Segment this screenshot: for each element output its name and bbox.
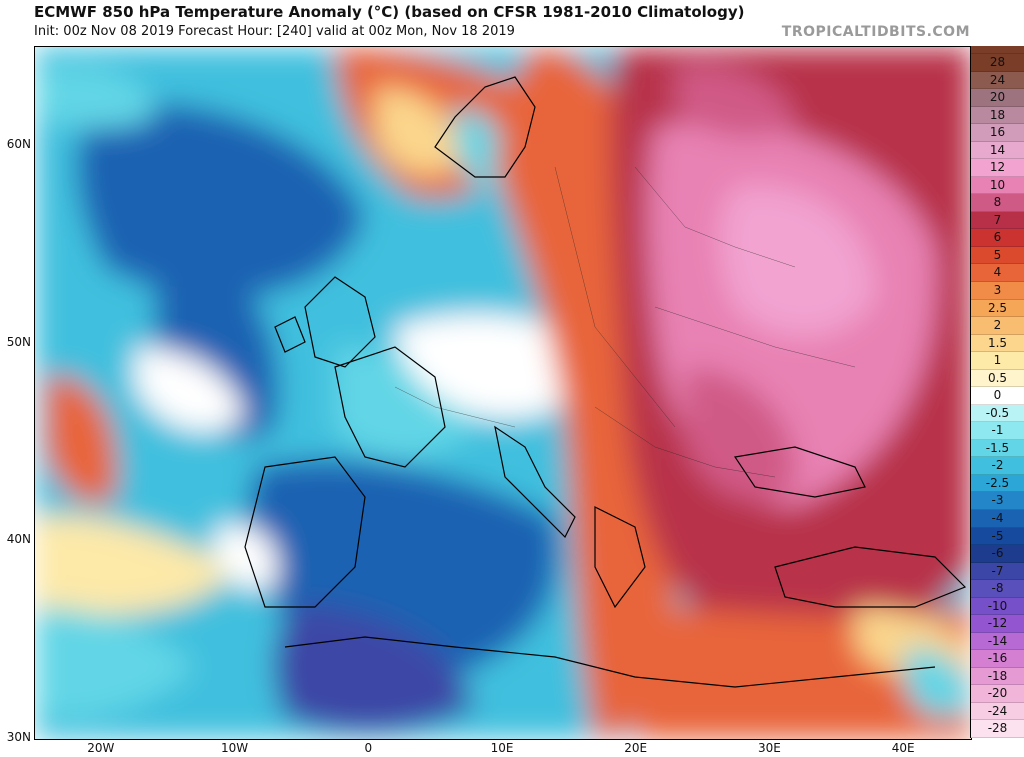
colorbar-label: -3 — [991, 493, 1004, 508]
colorbar-bin — [971, 317, 1024, 335]
lat-tick-label: 30N — [6, 730, 31, 744]
lon-tick-label: 30E — [757, 741, 781, 755]
colorbar-bin — [971, 124, 1024, 142]
borders — [394, 166, 856, 478]
colorbar-bin — [971, 457, 1024, 475]
colorbar-label: 2.5 — [987, 300, 1008, 315]
colorbar-bin — [971, 282, 1024, 300]
lon-tick-label: 10E — [490, 741, 514, 755]
colorbar-label: 18 — [989, 107, 1006, 122]
colorbar-label: 4 — [993, 265, 1002, 280]
map-title: ECMWF 850 hPa Temperature Anomaly (°C) (… — [34, 3, 745, 21]
lon-tick-label: 40E — [891, 741, 915, 755]
colorbar-label: -20 — [987, 686, 1008, 701]
colorbar-label: -4 — [991, 511, 1004, 525]
colorbar-bin — [971, 527, 1024, 546]
anomaly-field — [35, 47, 971, 739]
colorbar-label: -1 — [991, 423, 1004, 438]
colorbar-bin — [971, 71, 1024, 90]
colorbar-label: 0 — [993, 388, 1002, 403]
colorbar-bin — [971, 439, 1024, 458]
lat-tick-label: 50N — [6, 334, 31, 349]
colorbar-label: 0.5 — [987, 370, 1008, 385]
colorbar-bin — [971, 334, 1024, 353]
colorbar-bin — [971, 474, 1024, 493]
colorbar-bin — [971, 299, 1024, 318]
colorbar-label: -6 — [991, 546, 1004, 561]
colorbar-cap — [971, 46, 1024, 54]
colorbar-label: 16 — [989, 125, 1006, 140]
colorbar-label: -5 — [991, 528, 1004, 543]
colorbar-bin — [971, 141, 1024, 160]
colorbar-bin — [971, 615, 1024, 633]
colorbar-label: 20 — [989, 90, 1006, 105]
colorbar-bin — [971, 352, 1024, 370]
colorbar-label: -28 — [987, 721, 1008, 736]
colorbar-bin — [971, 229, 1024, 247]
colorbar-label: -0.5 — [985, 405, 1010, 420]
colorbar-label: 3 — [993, 283, 1002, 297]
colorbar-label: -8 — [991, 581, 1004, 596]
colorbar-label: 24 — [989, 72, 1006, 87]
colorbar-bin — [971, 404, 1024, 423]
colorbar-bin — [971, 667, 1024, 686]
colorbar-label: 14 — [989, 142, 1006, 157]
colorbar-label: 2 — [993, 318, 1002, 333]
colorbar-label: 10 — [989, 177, 1006, 192]
colorbar-bin — [971, 54, 1024, 72]
colorbar: 28 24 20 18 16 14 12 10 8 7 6 5 4 3 2.5 2 1.5 1 0.5 0 -0.5 -1… — [970, 46, 1024, 738]
colorbar-bin — [971, 702, 1024, 721]
colorbar-label: -24 — [987, 703, 1008, 718]
colorbar-label: -16 — [987, 651, 1008, 666]
colorbar-bin — [971, 387, 1024, 405]
colorbar-bin — [971, 264, 1024, 282]
colorbar-label: -18 — [987, 668, 1008, 683]
lon-tick-label: 10W — [220, 741, 249, 755]
colorbar-bin — [971, 580, 1024, 598]
colorbar-label: -2 — [991, 458, 1004, 473]
colorbar-bin — [971, 650, 1024, 668]
lon-tick-label: 0 — [364, 741, 373, 755]
colorbar-bin — [971, 510, 1024, 528]
colorbar-bin — [971, 106, 1024, 125]
lat-tick-label: 60N — [6, 136, 31, 151]
forecast-info: Init: 00z Nov 08 2019 Forecast Hour: [24… — [34, 24, 515, 39]
lon-tick-label: 20W — [87, 741, 115, 755]
anomaly-map — [34, 46, 972, 740]
colorbar-label: -7 — [991, 563, 1004, 578]
colorbar-label: -10 — [987, 598, 1008, 613]
colorbar-label: -14 — [987, 633, 1008, 648]
colorbar-label: 1 — [993, 353, 1002, 368]
colorbar-label: -1.5 — [985, 440, 1010, 455]
colorbar-bin — [971, 211, 1024, 230]
colorbar-label: 1.5 — [987, 335, 1008, 350]
colorbar-bin — [971, 369, 1024, 388]
colorbar-bin — [971, 492, 1024, 510]
colorbar-bin — [971, 422, 1024, 440]
colorbar-bin — [971, 685, 1024, 703]
colorbar-label: 7 — [993, 212, 1002, 227]
colorbar-bin — [971, 194, 1024, 212]
colorbar-bin — [971, 89, 1024, 107]
lon-tick-label: 20E — [624, 741, 648, 755]
colorbar-label: -2.5 — [985, 475, 1010, 490]
colorbar-bin — [971, 545, 1024, 563]
credit-watermark: TROPICALTIDBITS.COM — [781, 24, 970, 40]
colorbar-label: 28 — [989, 55, 1006, 69]
colorbar-label: 5 — [993, 247, 1002, 262]
colorbar-bin — [971, 246, 1024, 265]
colorbar-bin — [971, 632, 1024, 651]
colorbar-label: -12 — [987, 616, 1008, 631]
colorbar-label: 8 — [993, 195, 1002, 210]
colorbar-bin — [971, 159, 1024, 177]
colorbar-bin — [971, 720, 1024, 738]
coastlines — [244, 76, 967, 688]
colorbar-bin — [971, 597, 1024, 616]
colorbar-bin — [971, 176, 1024, 195]
colorbar-label: 6 — [993, 230, 1002, 245]
colorbar-label: 12 — [989, 160, 1006, 175]
lat-tick-label: 40N — [6, 532, 31, 547]
colorbar-bin — [971, 562, 1024, 581]
